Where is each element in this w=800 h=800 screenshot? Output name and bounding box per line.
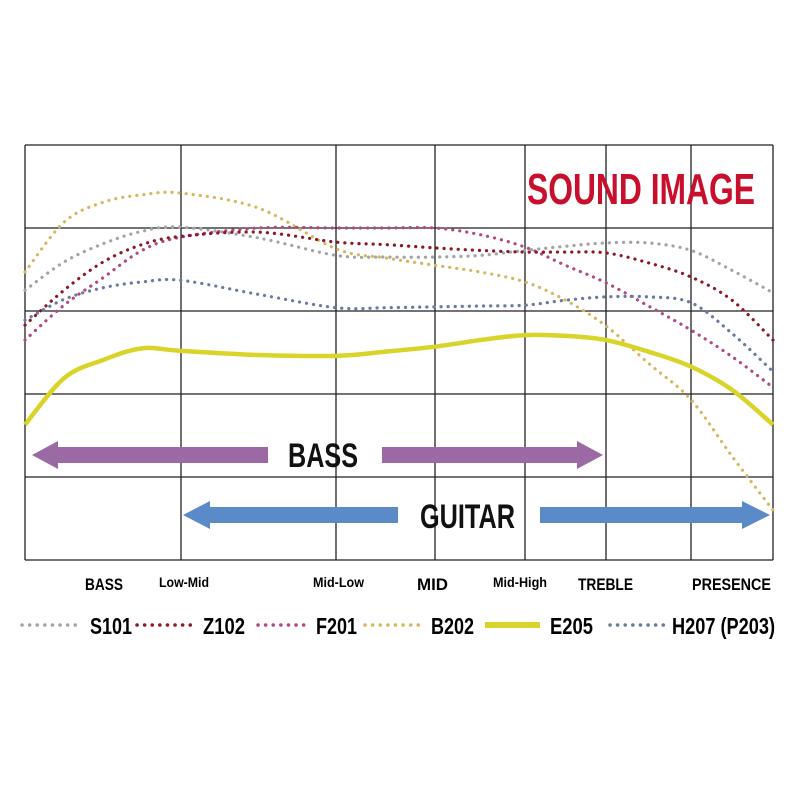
series-line-z102 — [23, 230, 775, 342]
guitar-arrow-right — [540, 501, 770, 529]
guitar-range-arrow: GUITAR — [183, 498, 770, 536]
series-line-s101 — [23, 225, 775, 295]
legend-label-z102: Z102 — [203, 613, 245, 639]
guitar-arrow-label: GUITAR — [420, 498, 515, 536]
legend-label-h207: H207 (P203) — [672, 613, 775, 639]
bass-range-arrow: BASS — [32, 437, 603, 475]
legend-label-s101: S101 — [90, 613, 132, 639]
series-line-b202 — [23, 190, 775, 512]
guitar-arrow-left — [183, 501, 398, 529]
series-line-h207 — [23, 277, 775, 374]
x-tick-label: PRESENCE — [692, 575, 771, 594]
grid — [24, 144, 774, 561]
x-tick-label: Mid-Low — [313, 574, 364, 590]
legend-label-f201: F201 — [316, 613, 357, 639]
chart-title: SOUND IMAGE — [527, 165, 755, 214]
x-axis-labels: BASS Low-Mid Mid-Low MID Mid-High TREBLE… — [85, 574, 771, 594]
series-line-e205 — [23, 332, 775, 427]
legend-label-e205: E205 — [550, 613, 593, 639]
x-tick-label: TREBLE — [578, 575, 633, 594]
curves — [23, 190, 775, 512]
legend: S101 Z102 F201 B202 E205 H207 (P203) — [20, 613, 775, 639]
x-tick-label: MID — [417, 575, 448, 594]
x-tick-label: BASS — [85, 575, 123, 594]
legend-label-b202: B202 — [431, 613, 474, 639]
bass-arrow-label: BASS — [288, 437, 358, 475]
bass-arrow-right — [382, 441, 603, 469]
series-line-f201 — [23, 225, 775, 389]
bass-arrow-left — [32, 441, 268, 469]
x-tick-label: Low-Mid — [159, 574, 209, 590]
x-tick-label: Mid-High — [493, 574, 547, 590]
